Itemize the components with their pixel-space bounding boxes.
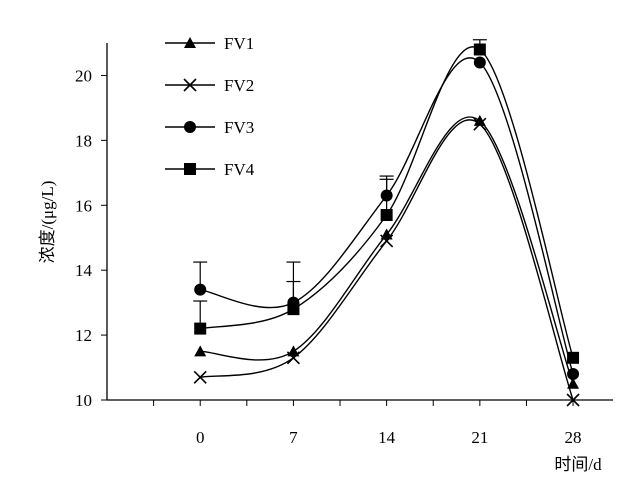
x-tick-label: 14 bbox=[378, 428, 396, 447]
data-point-fv4 bbox=[380, 209, 393, 222]
series-line-fv3 bbox=[200, 57, 574, 375]
legend-label: FV4 bbox=[224, 160, 255, 179]
data-point-fv2 bbox=[193, 370, 207, 384]
data-point-fv1 bbox=[194, 345, 207, 357]
legend-marker bbox=[184, 37, 196, 48]
data-point-fv3 bbox=[194, 283, 207, 296]
data-point-fv4 bbox=[287, 303, 300, 316]
y-tick-label: 20 bbox=[75, 66, 92, 85]
data-point-fv2 bbox=[473, 117, 487, 131]
data-point-fv4 bbox=[194, 322, 207, 335]
legend-entry-fv3: FV3 bbox=[165, 118, 254, 137]
y-axis-label: 浓度/(μg/L) bbox=[38, 181, 57, 264]
legend-entry-fv4: FV4 bbox=[165, 160, 255, 179]
y-tick-label: 14 bbox=[75, 261, 93, 280]
data-point-fv4 bbox=[567, 351, 580, 364]
legend-marker bbox=[184, 163, 196, 175]
data-point-fv3 bbox=[567, 368, 580, 381]
legend-label: FV2 bbox=[224, 76, 254, 95]
data-point-fv1 bbox=[567, 377, 580, 389]
x-tick-label: 7 bbox=[289, 428, 298, 447]
data-point-fv1 bbox=[473, 114, 486, 126]
y-tick-label: 16 bbox=[75, 196, 92, 215]
y-tick-label: 10 bbox=[75, 391, 92, 410]
data-point-fv3 bbox=[473, 56, 486, 69]
legend-marker bbox=[184, 121, 196, 133]
data-point-fv4 bbox=[473, 43, 486, 56]
data-point-fv1 bbox=[287, 345, 300, 357]
legend-label: FV1 bbox=[224, 34, 254, 53]
legend-label: FV3 bbox=[224, 118, 254, 137]
y-tick-label: 18 bbox=[75, 131, 92, 150]
series-line-fv2 bbox=[200, 119, 574, 401]
legend-entry-fv1: FV1 bbox=[165, 34, 254, 53]
legend-entry-fv2: FV2 bbox=[165, 76, 254, 95]
x-tick-label: 0 bbox=[196, 428, 205, 447]
data-point-fv2 bbox=[566, 393, 580, 407]
data-point-fv2 bbox=[286, 351, 300, 365]
x-axis-label: 时间/d bbox=[554, 455, 602, 474]
x-tick-label: 21 bbox=[471, 428, 488, 447]
data-point-fv2 bbox=[380, 234, 394, 248]
legend-marker bbox=[183, 78, 197, 92]
x-tick-label: 28 bbox=[565, 428, 582, 447]
y-tick-label: 12 bbox=[75, 326, 92, 345]
series-line-fv1 bbox=[200, 116, 574, 385]
data-point-fv1 bbox=[380, 228, 393, 240]
